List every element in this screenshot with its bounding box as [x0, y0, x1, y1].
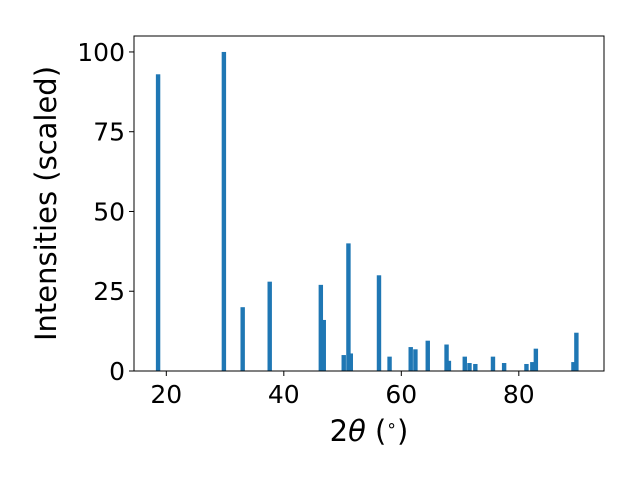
y-tick-label: 0 [109, 357, 125, 386]
bar [321, 319, 326, 371]
bar [530, 362, 535, 371]
x-tick-label: 20 [150, 380, 182, 409]
bar [348, 353, 353, 371]
bar [425, 340, 430, 371]
x-axis-label: 2θ (∘) [330, 414, 409, 448]
bar [346, 243, 351, 371]
x-axis-label-symbol: θ [348, 414, 366, 448]
x-axis-label-prefix: 2 [330, 414, 348, 448]
bar [267, 281, 272, 371]
bar [490, 356, 496, 371]
bar [387, 356, 392, 371]
y-axis-label: Intensities (scaled) [29, 66, 63, 341]
y-tick-label: 75 [93, 118, 125, 147]
bar [571, 362, 576, 371]
bar [376, 275, 382, 371]
y-tick-label: 100 [77, 38, 125, 67]
bar [446, 360, 452, 371]
bar [462, 356, 467, 371]
bar [408, 347, 413, 371]
bar [318, 284, 324, 371]
bar [413, 349, 418, 371]
bar [524, 363, 529, 371]
bar [155, 74, 161, 371]
bar [444, 344, 449, 371]
x-tick-label: 60 [385, 380, 417, 409]
bar [467, 363, 472, 371]
bar [501, 363, 507, 371]
x-tick-label: 80 [503, 380, 535, 409]
x-axis-label-close: ) [397, 414, 408, 448]
y-tick-label: 50 [93, 197, 125, 226]
bar [574, 332, 579, 371]
bar [533, 348, 539, 371]
x-axis-ticks: 20 40 60 80 [150, 371, 535, 409]
x-axis-label-degree: ∘ [386, 416, 397, 436]
bar [341, 355, 346, 371]
plot-frame [133, 35, 605, 372]
x-tick-label: 40 [268, 380, 300, 409]
bar [240, 307, 245, 371]
y-tick-label: 25 [93, 277, 125, 306]
bar [221, 51, 227, 371]
x-axis-label-suffix: ( [366, 414, 387, 448]
y-axis-ticks: 0 25 50 75 100 [77, 38, 134, 386]
bar [473, 363, 478, 371]
bars-group [155, 51, 579, 371]
